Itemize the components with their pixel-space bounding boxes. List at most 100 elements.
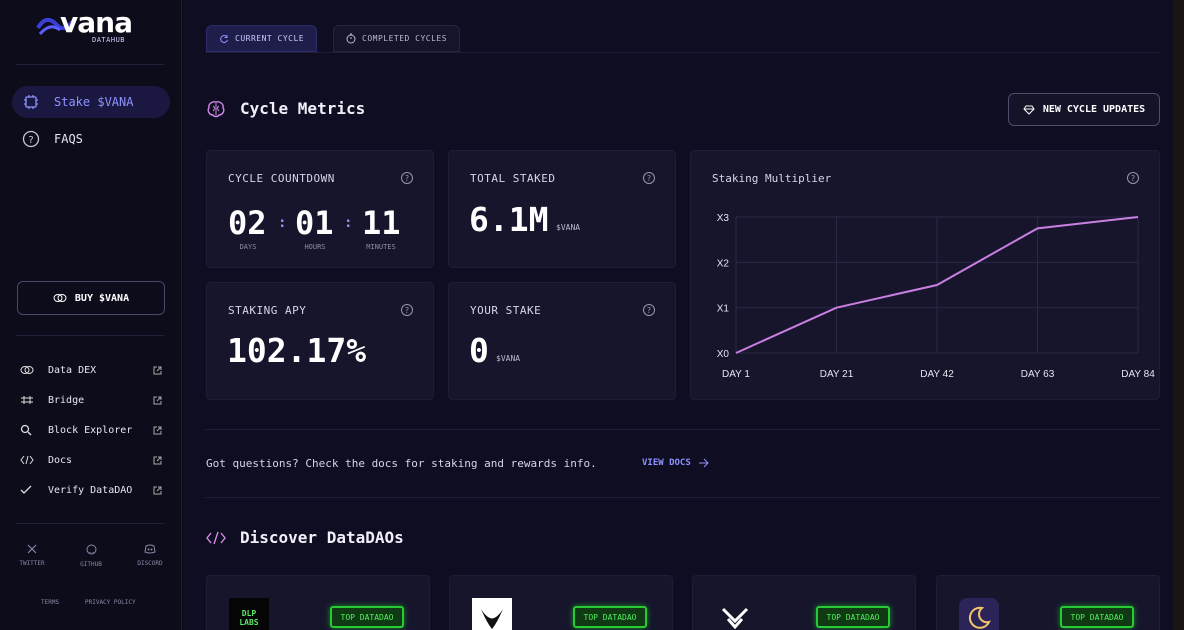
social-label: TWITTER bbox=[19, 560, 45, 567]
discord-icon bbox=[130, 544, 170, 554]
exchange-icon bbox=[20, 365, 36, 375]
tab-current-cycle[interactable]: CURRENT CYCLE bbox=[206, 25, 318, 52]
datadao-card[interactable]: DLP LABS TOP DATADAO bbox=[206, 575, 430, 630]
tab-label: COMPLETED CYCLES bbox=[362, 34, 448, 43]
social-discord[interactable]: DISCORD bbox=[130, 544, 170, 567]
series-line bbox=[735, 216, 1139, 354]
timer-icon bbox=[346, 33, 356, 44]
tab-completed-cycles[interactable]: COMPLETED CYCLES bbox=[333, 25, 461, 52]
top-datadao-badge: TOP DATADAO bbox=[330, 606, 404, 628]
nav-stake-label: Stake $VANA bbox=[54, 95, 134, 109]
github-icon bbox=[71, 544, 111, 555]
datadao-card[interactable]: TOP DATADAO bbox=[936, 575, 1160, 630]
your-stake-value: 0 bbox=[469, 331, 489, 370]
x-icon bbox=[12, 544, 52, 554]
divider bbox=[205, 497, 1160, 498]
terms-link[interactable]: TERMS bbox=[41, 599, 60, 606]
main-content: CURRENT CYCLE COMPLETED CYCLES Cycle Met… bbox=[183, 0, 1173, 630]
datadao-card[interactable]: TOP DATADAO bbox=[449, 575, 673, 630]
help-icon[interactable]: ? bbox=[1127, 172, 1139, 184]
staking-apy-card: STAKING APY ? 102.17% bbox=[206, 282, 434, 400]
card-label: TOTAL STAKED bbox=[470, 172, 556, 185]
coins-icon bbox=[53, 293, 67, 303]
logo-text: vana bbox=[60, 6, 133, 39]
nav-faqs[interactable]: ? FAQS bbox=[12, 123, 170, 155]
x-tick-label: DAY 1 bbox=[722, 369, 750, 380]
external-link-icon bbox=[153, 396, 162, 405]
staking-multiplier-chart: X0 X1 X2 X3 DAY 1 DAY 21 DAY 42 DAY 63 DAY 84 bbox=[717, 213, 1155, 380]
moon-logo-icon bbox=[959, 598, 999, 630]
countdown-minutes: 11 bbox=[362, 204, 401, 242]
top-datadao-badge: TOP DATADAO bbox=[1060, 606, 1134, 628]
staking-apy-value: 102.17% bbox=[227, 331, 367, 370]
x-tick-label: DAY 21 bbox=[820, 369, 854, 380]
y-tick-label: X2 bbox=[717, 258, 730, 269]
external-link-icon bbox=[153, 426, 162, 435]
external-link-icon bbox=[153, 486, 162, 495]
discover-title: Discover DataDAOs bbox=[206, 528, 404, 547]
social-twitter[interactable]: TWITTER bbox=[12, 544, 52, 567]
y-tick-label: X1 bbox=[717, 304, 730, 315]
divider bbox=[16, 335, 164, 336]
cycle-metrics-title: Cycle Metrics bbox=[206, 99, 365, 118]
link-docs[interactable]: Docs bbox=[20, 450, 162, 470]
bridge-icon bbox=[20, 395, 36, 405]
link-verify-datadao[interactable]: Verify DataDAO bbox=[20, 480, 162, 500]
refresh-icon bbox=[219, 34, 229, 44]
link-label: Bridge bbox=[48, 394, 85, 406]
link-label: Verify DataDAO bbox=[48, 484, 133, 496]
divider bbox=[205, 429, 1160, 430]
link-bridge[interactable]: Bridge bbox=[20, 390, 162, 410]
questions-text: Got questions? Check the docs for stakin… bbox=[206, 457, 597, 470]
social-label: GITHUB bbox=[80, 561, 102, 568]
code-icon bbox=[20, 455, 36, 465]
section-title-text: Discover DataDAOs bbox=[240, 528, 404, 547]
y-tick-label: X3 bbox=[717, 213, 730, 224]
link-block-explorer[interactable]: Block Explorer bbox=[20, 420, 162, 440]
dlp-logo-text: DLP LABS bbox=[239, 609, 259, 627]
social-label: DISCORD bbox=[137, 560, 163, 567]
link-label: Data DEX bbox=[48, 364, 97, 376]
arrow-right-icon bbox=[698, 458, 709, 468]
sidebar: vana DATAHUB Stake $VANA ? FAQS BUY $VAN… bbox=[0, 0, 182, 630]
chart-title: Staking Multiplier bbox=[712, 172, 832, 185]
feather-logo-icon bbox=[472, 598, 512, 630]
countdown-hours: 01 bbox=[295, 204, 334, 242]
total-staked-value: 6.1M bbox=[469, 200, 549, 239]
datadao-card[interactable]: TOP DATADAO bbox=[692, 575, 916, 630]
tab-label: CURRENT CYCLE bbox=[235, 34, 305, 43]
card-label: YOUR STAKE bbox=[470, 304, 542, 317]
y-tick-label: X0 bbox=[717, 349, 730, 360]
help-icon[interactable]: ? bbox=[643, 304, 655, 316]
view-docs-link[interactable]: VIEW DOCS bbox=[642, 458, 711, 468]
privacy-policy-link[interactable]: PRIVACY POLICY bbox=[85, 599, 136, 606]
external-link-icon bbox=[153, 456, 162, 465]
new-cycle-updates-button[interactable]: NEW CYCLE UPDATES bbox=[1008, 93, 1160, 126]
link-label: Docs bbox=[48, 454, 73, 466]
countdown-days: 02 bbox=[228, 204, 267, 242]
svg-text:?: ? bbox=[28, 135, 33, 146]
divider bbox=[16, 64, 164, 65]
question-icon: ? bbox=[22, 130, 40, 148]
dlp-labs-logo: DLP LABS bbox=[229, 598, 269, 630]
top-datadao-badge: TOP DATADAO bbox=[573, 606, 647, 628]
staking-multiplier-card: Staking Multiplier ? X0 X1 X2 X3 DAY 1 DAY 21… bbox=[690, 150, 1160, 400]
help-icon[interactable]: ? bbox=[401, 172, 413, 184]
nav-stake[interactable]: Stake $VANA bbox=[12, 86, 170, 118]
link-label: Block Explorer bbox=[48, 424, 133, 436]
view-docs-label: VIEW DOCS bbox=[642, 458, 691, 468]
vana-logo[interactable]: vana DATAHUB bbox=[36, 6, 136, 48]
help-icon[interactable]: ? bbox=[401, 304, 413, 316]
brain-icon bbox=[206, 100, 226, 118]
logo-wave-icon bbox=[36, 17, 76, 35]
total-staked-card: TOTAL STAKED ? 6.1M $VANA bbox=[448, 150, 676, 268]
help-icon[interactable]: ? bbox=[643, 172, 655, 184]
card-label: CYCLE COUNTDOWN bbox=[228, 172, 335, 185]
buy-vana-button[interactable]: BUY $VANA bbox=[17, 281, 165, 315]
social-github[interactable]: GITHUB bbox=[71, 544, 111, 568]
x-tick-label: DAY 42 bbox=[920, 369, 954, 380]
logo-sub: DATAHUB bbox=[92, 36, 126, 44]
link-data-dex[interactable]: Data DEX bbox=[20, 360, 162, 380]
your-stake-card: YOUR STAKE ? 0 $VANA bbox=[448, 282, 676, 400]
countdown-days-label: DAYS bbox=[239, 243, 257, 251]
